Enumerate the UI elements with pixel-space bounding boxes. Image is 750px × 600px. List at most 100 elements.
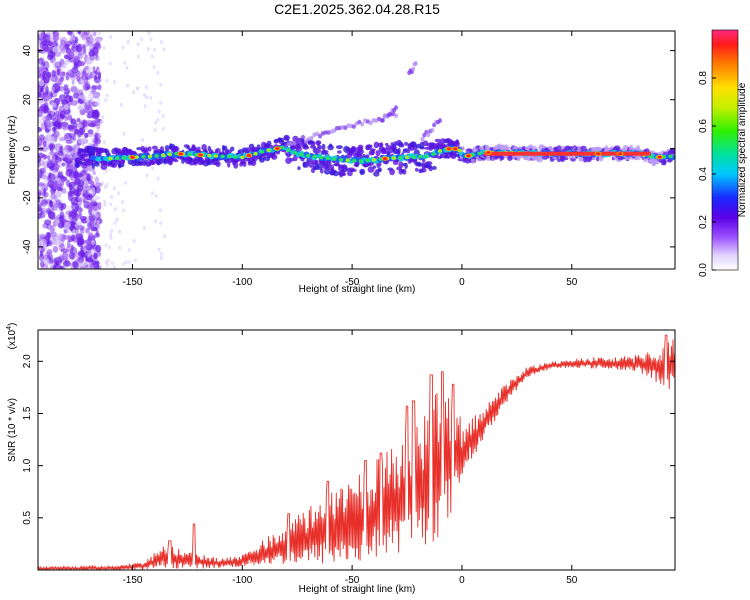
halo-blob (381, 147, 389, 154)
noise-blob (97, 201, 102, 211)
noise-blob (77, 97, 84, 104)
noise-blob (60, 99, 69, 105)
noise-blob (42, 145, 48, 153)
strong-band (483, 151, 651, 156)
noise-blob (67, 234, 72, 243)
x-tick-label: -100 (232, 277, 252, 288)
noise-blob (82, 45, 87, 54)
noise-blob (92, 66, 96, 73)
noise-blob (162, 47, 166, 52)
halo-blob (163, 157, 168, 165)
x-tick-label: -50 (345, 277, 360, 288)
noise-blob (159, 221, 163, 225)
noise-blob (47, 54, 54, 61)
ridge-peak (661, 155, 667, 159)
noise-blob (42, 141, 47, 147)
halo-blob (359, 170, 365, 175)
noise-blob (38, 79, 45, 87)
ridge-peak (141, 154, 146, 159)
ridge-peak (233, 155, 238, 159)
noise-blob (125, 65, 129, 70)
streak-blob (309, 135, 314, 141)
ridge-peak (226, 154, 232, 159)
noise-blob (109, 236, 113, 240)
noise-blob (47, 159, 52, 164)
halo-blob (143, 147, 150, 152)
noise-blob (38, 137, 43, 147)
noise-blob (78, 212, 83, 217)
y-tick-label: 40 (22, 45, 33, 57)
halo-blob (505, 146, 511, 151)
snr-frame (37, 329, 676, 571)
noise-blob (99, 264, 103, 269)
noise-blob (41, 95, 46, 100)
noise-blob (70, 196, 78, 206)
noise-blob (45, 115, 50, 120)
noise-blob (64, 211, 70, 219)
noise-blob (122, 131, 126, 136)
x-tick-label: -100 (232, 575, 252, 586)
noise-blob (61, 187, 67, 194)
ridge-peak (457, 148, 462, 153)
noise-blob (53, 71, 59, 80)
noise-blob (136, 86, 140, 91)
halo-blob (563, 157, 569, 161)
noise-blob (79, 119, 87, 128)
noise-blob (96, 220, 100, 224)
halo-blob (419, 146, 425, 150)
noise-blob (110, 261, 114, 266)
noise-blob (126, 83, 130, 88)
ridge-peak (240, 155, 245, 160)
halo-blob (536, 156, 544, 163)
noise-blob (95, 244, 102, 253)
ridge-peak (404, 155, 410, 160)
noise-blob (57, 265, 63, 269)
noise-blob (38, 115, 43, 124)
noise-blob (59, 77, 64, 82)
noise-blob (78, 260, 83, 266)
halo-blob (215, 148, 221, 153)
halo-blob (77, 151, 82, 155)
noise-blob (80, 97, 88, 101)
halo-blob (596, 156, 600, 162)
noise-blob (90, 46, 99, 55)
ridge-peak (292, 151, 298, 155)
noise-blob (156, 70, 160, 75)
noise-blob (67, 145, 73, 152)
snr-scale-suffix: ) (7, 323, 18, 326)
noise-blob (50, 74, 59, 83)
noise-blob (71, 66, 79, 74)
colorbar-tick-label: 0.4 (698, 167, 709, 181)
noise-blob (77, 31, 82, 35)
colorbar-tick-label: 0.0 (698, 263, 709, 277)
noise-blob (119, 102, 123, 107)
halo-blob (454, 140, 460, 148)
noise-blob (95, 211, 101, 221)
halo-blob (278, 137, 285, 143)
noise-blob (42, 223, 49, 229)
noise-blob (51, 234, 60, 241)
noise-blob (39, 121, 44, 127)
noise-blob (54, 216, 60, 225)
noise-blob (75, 193, 79, 200)
noise-blob (42, 160, 49, 170)
noise-blob (94, 91, 100, 97)
noise-blob (55, 151, 59, 160)
noise-blob (69, 40, 78, 46)
noise-blob (49, 224, 55, 234)
streak-blob (318, 133, 322, 139)
halo-blob (370, 149, 375, 155)
noise-blob (136, 42, 140, 47)
halo-blob (377, 167, 382, 173)
streak-blob (315, 131, 320, 137)
y-tick-label: 1.5 (22, 406, 33, 420)
spectrogram-panel: -150 -100 -50 0 50 -40 -20 0 20 40 Height of str… (7, 30, 676, 295)
ridge-peak (147, 154, 153, 159)
noise-blob (80, 226, 86, 235)
noise-blob (85, 243, 93, 251)
noise-blob (38, 126, 43, 133)
noise-blob (38, 96, 42, 102)
ridge-peak (371, 158, 377, 162)
streak-blob (343, 125, 348, 130)
noise-blob (96, 124, 101, 130)
